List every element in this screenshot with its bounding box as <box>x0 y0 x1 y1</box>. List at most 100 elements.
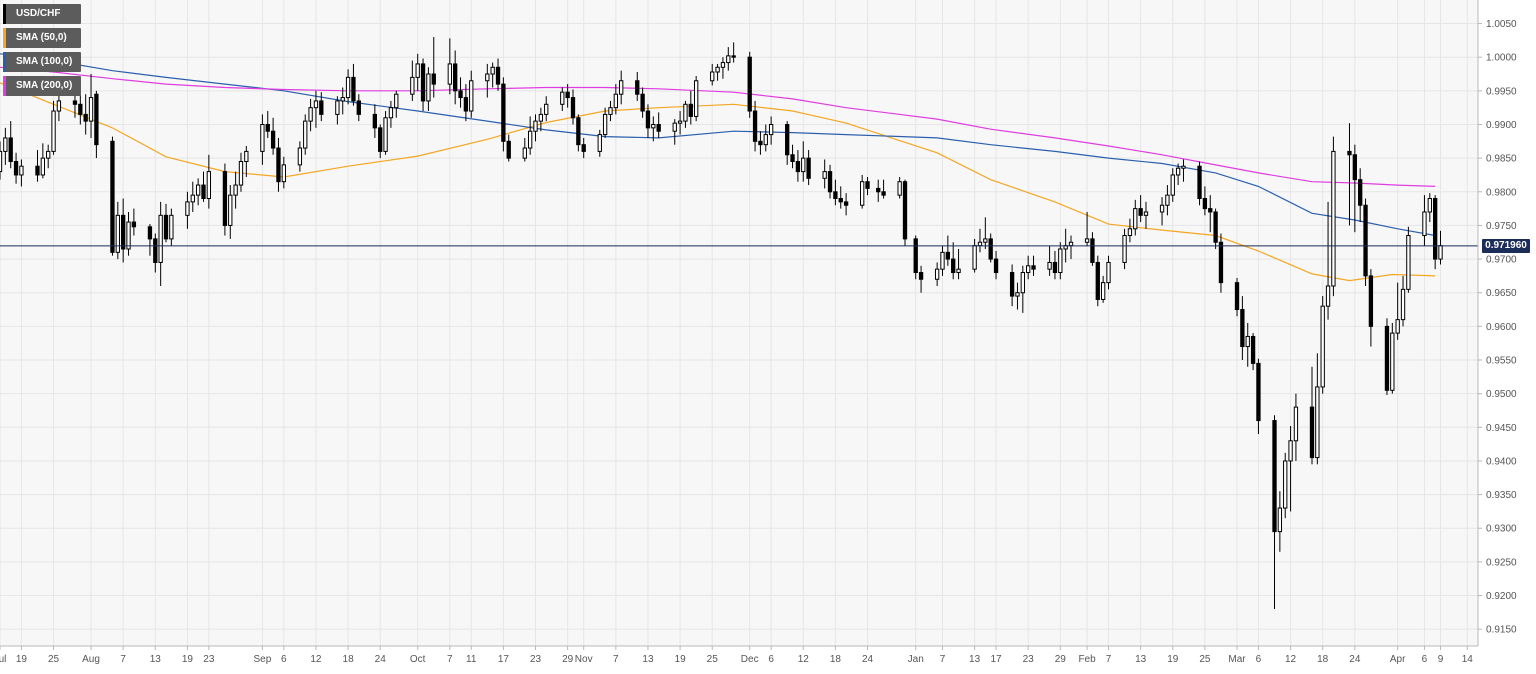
candle <box>608 100 613 122</box>
candle <box>426 67 431 112</box>
candle-body <box>838 198 843 203</box>
legend-item-sma-200[interactable]: SMA (200,0) <box>3 76 82 96</box>
candle-body <box>897 181 902 196</box>
candle <box>51 100 56 155</box>
candle-body <box>795 161 801 173</box>
legend-item-sma-100[interactable]: SMA (100,0) <box>3 52 82 72</box>
candle <box>469 70 474 118</box>
candle-body <box>158 214 163 263</box>
candle <box>270 117 276 155</box>
candle-body <box>458 90 463 99</box>
candle <box>1293 393 1299 461</box>
candle-body <box>1400 288 1406 321</box>
candle-body <box>945 251 951 260</box>
candle <box>635 72 640 101</box>
legend-item-usdchf[interactable]: USD/CHF <box>3 4 82 24</box>
candle <box>1175 163 1181 186</box>
x-tick-label: 23 <box>1023 654 1035 665</box>
y-tick-label: 1.0000 <box>1486 53 1517 64</box>
candle <box>1320 296 1325 394</box>
candle-body <box>1363 204 1368 277</box>
candle <box>710 63 715 86</box>
candle-body <box>1015 292 1020 297</box>
candle-body <box>281 164 286 183</box>
candle-body <box>495 66 501 85</box>
candle-body <box>560 91 565 105</box>
x-tick-label: 24 <box>375 654 387 665</box>
candle-body <box>790 154 795 162</box>
candle <box>1197 161 1202 206</box>
candle <box>345 69 351 105</box>
candle <box>1432 195 1438 270</box>
candle-body <box>576 117 581 146</box>
x-tick-label: 19 <box>182 654 194 665</box>
candle-body <box>1331 150 1336 287</box>
candle <box>420 58 426 112</box>
candle-body <box>319 100 324 115</box>
candle-body <box>768 123 774 136</box>
candle-body <box>651 123 656 129</box>
candle <box>720 57 726 79</box>
candle <box>1347 123 1352 226</box>
candle <box>1368 269 1374 347</box>
candle-body <box>1052 261 1058 274</box>
legend-item-sma-50[interactable]: SMA (50,0) <box>3 28 82 48</box>
candle-body <box>533 120 538 132</box>
candle-body <box>1020 272 1025 294</box>
candle <box>1100 275 1106 303</box>
candle <box>356 94 361 122</box>
candle <box>1143 201 1149 229</box>
candle-body <box>238 161 244 186</box>
candle-body <box>126 221 131 250</box>
candle <box>656 112 661 138</box>
legend-label-sma-100: SMA (100,0) <box>16 56 73 67</box>
candle <box>121 198 126 263</box>
x-tick-label: Apr <box>1390 654 1406 665</box>
candle <box>602 107 608 138</box>
x-tick-label: 7 <box>1106 654 1112 665</box>
x-tick-label: Nov <box>575 654 593 665</box>
x-tick-label: 13 <box>150 654 162 665</box>
candle-body <box>1106 261 1111 284</box>
x-tick-label: 24 <box>1349 654 1361 665</box>
candle <box>13 152 19 184</box>
candle-body <box>340 97 345 102</box>
candle <box>485 63 490 98</box>
candle <box>1315 353 1320 465</box>
x-tick-label: 18 <box>830 654 842 665</box>
candle <box>693 76 699 122</box>
candle-body <box>635 80 640 95</box>
candle-body <box>822 171 827 179</box>
candle-body <box>415 63 420 78</box>
candle <box>88 74 94 138</box>
candle <box>1133 199 1138 236</box>
candle-body <box>1058 248 1063 274</box>
candle <box>1331 136 1336 297</box>
candle-body <box>201 184 206 200</box>
y-tick-label: 0.9300 <box>1486 524 1517 535</box>
candle-body <box>1432 198 1438 260</box>
candle <box>1159 197 1165 226</box>
candle <box>1288 425 1293 512</box>
candle <box>752 100 758 152</box>
candle-body <box>1315 386 1320 459</box>
candle <box>276 137 281 192</box>
candle <box>988 233 993 263</box>
candle-body <box>8 137 13 163</box>
x-tick-label: 13 <box>1135 654 1147 665</box>
candle-body <box>206 171 212 200</box>
candle-body <box>72 100 78 105</box>
candle-body <box>527 130 533 149</box>
candle <box>297 141 303 172</box>
candle <box>597 129 602 157</box>
candle <box>383 111 388 155</box>
candle-body <box>1325 285 1331 307</box>
candle <box>126 211 131 256</box>
candle-body <box>431 73 436 85</box>
candle-body <box>297 147 303 166</box>
candle-body <box>1277 507 1283 533</box>
grid-lines <box>0 0 1478 646</box>
x-tick-label: 24 <box>862 654 874 665</box>
